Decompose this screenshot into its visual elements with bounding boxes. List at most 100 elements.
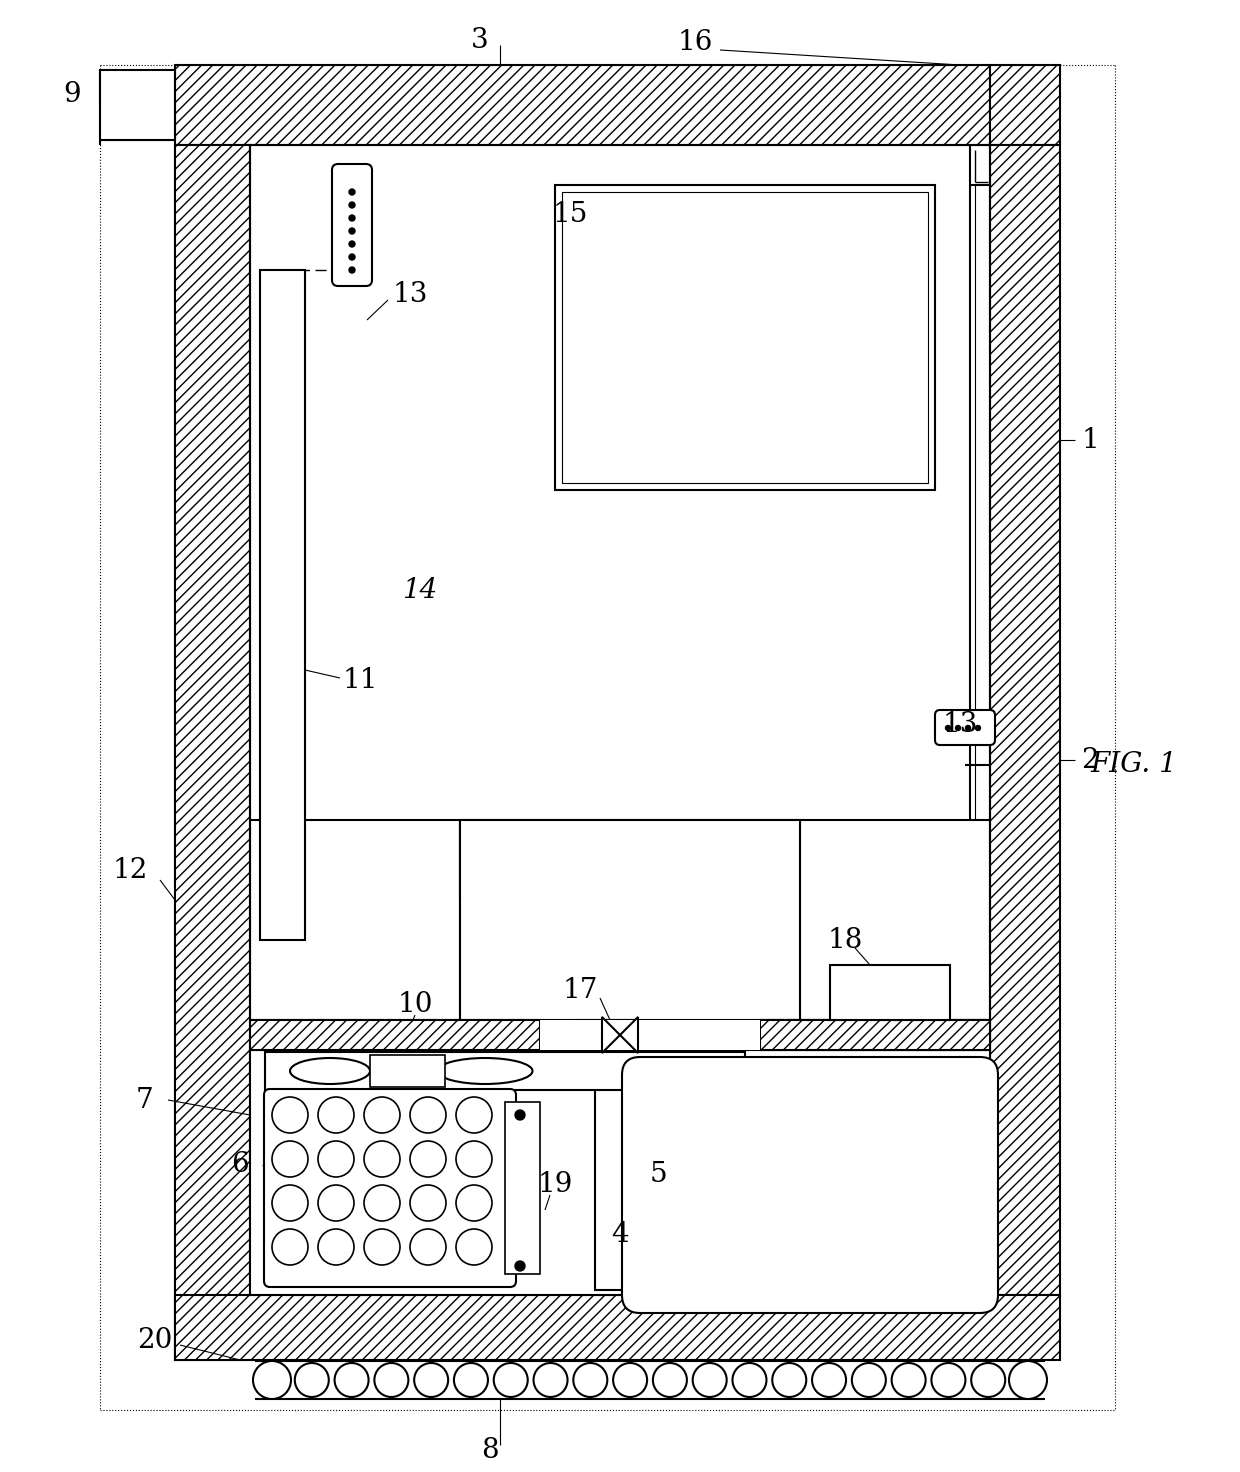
Text: 14: 14: [402, 577, 438, 604]
Circle shape: [365, 1185, 401, 1220]
Text: 3: 3: [471, 26, 489, 53]
Circle shape: [956, 726, 961, 730]
Circle shape: [613, 1363, 647, 1397]
Circle shape: [414, 1363, 448, 1397]
Text: 20: 20: [138, 1326, 172, 1353]
Text: 5: 5: [650, 1161, 667, 1188]
Bar: [990, 65, 1060, 146]
Bar: [562, 191, 928, 483]
FancyBboxPatch shape: [935, 710, 994, 745]
Bar: [250, 1050, 990, 1295]
Circle shape: [410, 1141, 446, 1178]
Circle shape: [335, 1363, 368, 1397]
Text: 19: 19: [537, 1172, 573, 1198]
Circle shape: [1009, 1362, 1047, 1398]
Circle shape: [533, 1363, 568, 1397]
Circle shape: [456, 1229, 492, 1264]
Text: 2: 2: [1081, 746, 1099, 773]
Circle shape: [852, 1363, 885, 1397]
Bar: [175, 146, 250, 1360]
Circle shape: [653, 1363, 687, 1397]
Text: 7: 7: [136, 1086, 154, 1113]
Polygon shape: [601, 1017, 620, 1052]
Circle shape: [410, 1097, 446, 1133]
Text: 8: 8: [481, 1437, 498, 1463]
Bar: [539, 1020, 760, 1050]
Circle shape: [410, 1229, 446, 1264]
Circle shape: [976, 726, 981, 730]
Circle shape: [456, 1185, 492, 1220]
Circle shape: [348, 241, 355, 247]
Text: 9: 9: [63, 81, 81, 109]
Circle shape: [945, 726, 951, 730]
FancyBboxPatch shape: [622, 1057, 998, 1313]
Circle shape: [773, 1363, 806, 1397]
Circle shape: [374, 1363, 408, 1397]
Circle shape: [573, 1363, 608, 1397]
Text: 10: 10: [397, 992, 433, 1019]
Polygon shape: [620, 1017, 639, 1052]
Circle shape: [971, 1363, 1006, 1397]
Text: 18: 18: [827, 926, 863, 954]
Circle shape: [253, 1362, 291, 1398]
Bar: [370, 1055, 445, 1086]
Circle shape: [272, 1185, 308, 1220]
Bar: [556, 185, 935, 490]
Bar: [100, 71, 175, 140]
Bar: [990, 146, 1060, 1295]
Bar: [760, 1020, 990, 1050]
Circle shape: [693, 1363, 727, 1397]
Bar: [250, 1020, 539, 1050]
Text: 13: 13: [392, 281, 428, 309]
Text: 1: 1: [1081, 427, 1099, 453]
Circle shape: [255, 1363, 289, 1397]
Text: 4: 4: [611, 1222, 629, 1248]
Bar: [595, 1050, 645, 1289]
Circle shape: [733, 1363, 766, 1397]
Circle shape: [812, 1363, 846, 1397]
Circle shape: [348, 266, 355, 272]
Text: 15: 15: [552, 202, 588, 228]
Circle shape: [892, 1363, 925, 1397]
Text: 12: 12: [113, 857, 148, 883]
Circle shape: [456, 1097, 492, 1133]
Bar: [265, 1052, 745, 1089]
Circle shape: [317, 1141, 353, 1178]
Circle shape: [365, 1097, 401, 1133]
Circle shape: [454, 1363, 489, 1397]
Circle shape: [348, 188, 355, 194]
Bar: [760, 1020, 990, 1050]
Text: 16: 16: [677, 28, 713, 56]
Bar: [505, 1103, 539, 1273]
Circle shape: [931, 1363, 966, 1397]
Circle shape: [317, 1185, 353, 1220]
Text: 11: 11: [342, 667, 378, 693]
Circle shape: [348, 215, 355, 221]
Circle shape: [348, 228, 355, 234]
Text: 13: 13: [942, 711, 977, 739]
Text: 6: 6: [231, 1151, 249, 1179]
FancyBboxPatch shape: [332, 163, 372, 286]
Circle shape: [317, 1229, 353, 1264]
Circle shape: [1011, 1363, 1045, 1397]
Circle shape: [272, 1097, 308, 1133]
Circle shape: [272, 1141, 308, 1178]
Circle shape: [515, 1110, 525, 1120]
Circle shape: [272, 1229, 308, 1264]
Ellipse shape: [290, 1058, 370, 1083]
Circle shape: [317, 1097, 353, 1133]
Circle shape: [515, 1262, 525, 1270]
Bar: [460, 820, 800, 1020]
Circle shape: [348, 255, 355, 261]
Circle shape: [365, 1141, 401, 1178]
Circle shape: [348, 202, 355, 208]
Circle shape: [966, 726, 971, 730]
Circle shape: [365, 1229, 401, 1264]
Bar: [575, 1020, 635, 1050]
Text: FIG. 1: FIG. 1: [1090, 752, 1177, 779]
Bar: [260, 269, 305, 941]
Bar: [830, 966, 950, 1020]
Circle shape: [295, 1363, 329, 1397]
Ellipse shape: [438, 1058, 532, 1083]
Circle shape: [456, 1141, 492, 1178]
